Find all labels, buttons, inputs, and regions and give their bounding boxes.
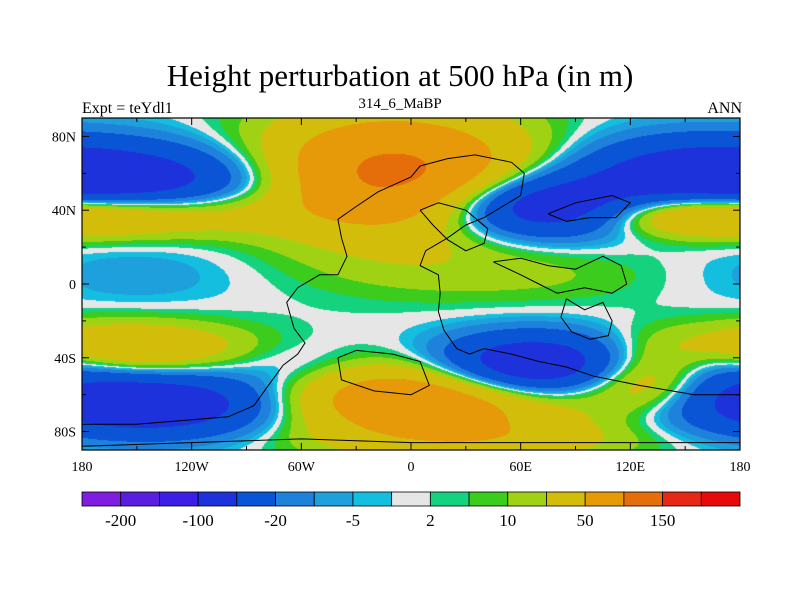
x-tick-label: 0 (408, 460, 415, 475)
colorbar-swatch (236, 491, 276, 507)
y-tick-label: 80S (54, 426, 76, 441)
coastline-0 (82, 154, 740, 425)
period-label: 314_6_MaBP (358, 96, 442, 112)
coastline-3 (419, 202, 489, 252)
x-tick-label: 120E (616, 460, 646, 475)
coastline-2 (337, 349, 430, 396)
coastline-4 (493, 255, 628, 294)
coastline-5 (560, 298, 613, 340)
colorbar-swatch (391, 491, 431, 507)
x-tick-label: 60W (288, 460, 316, 475)
x-tick-label: 180 (72, 460, 93, 475)
season-label: ANN (707, 100, 742, 117)
colorbar-label: -200 (105, 511, 136, 530)
colorbar-label: -20 (264, 511, 287, 530)
colorbar-swatch (429, 491, 470, 507)
colorbar-label: -100 (183, 511, 214, 530)
colorbar-swatch (120, 491, 160, 507)
x-tick-label: 60E (509, 460, 532, 475)
colorbar-swatch (584, 491, 625, 507)
colorbar-label: 150 (650, 511, 676, 530)
colorbar-swatch (275, 491, 315, 507)
colorbar-swatch (700, 491, 741, 507)
colorbar-swatch (546, 491, 586, 507)
experiment-label: Expt = teYdl1 (82, 100, 173, 117)
y-tick-label: 0 (69, 278, 76, 293)
coastline-6 (547, 194, 632, 222)
coastline-1 (81, 438, 740, 447)
colorbar-swatch (507, 491, 547, 507)
chart-title: Height perturbation at 500 hPa (in m) (166, 58, 634, 93)
colorbar-swatch (313, 491, 354, 507)
colorbar-swatch (81, 491, 122, 507)
colorbar-swatch (159, 491, 199, 507)
y-tick-label: 40N (52, 204, 76, 219)
colorbar-swatch (197, 491, 238, 507)
y-tick-label: 40S (54, 352, 76, 367)
colorbar-swatch (468, 491, 509, 507)
colorbar-swatch (662, 491, 702, 507)
x-tick-label: 120W (175, 460, 210, 475)
colorbar-swatch (623, 491, 663, 507)
contour-field (82, 118, 740, 450)
colorbar-label: 50 (577, 511, 594, 530)
y-tick-label: 80N (52, 130, 76, 145)
colorbar-label: -5 (346, 511, 360, 530)
x-tick-label: 180 (730, 460, 751, 475)
colorbar-swatch (352, 491, 393, 507)
colorbar-label: 2 (426, 511, 435, 530)
colorbar-label: 10 (499, 511, 516, 530)
